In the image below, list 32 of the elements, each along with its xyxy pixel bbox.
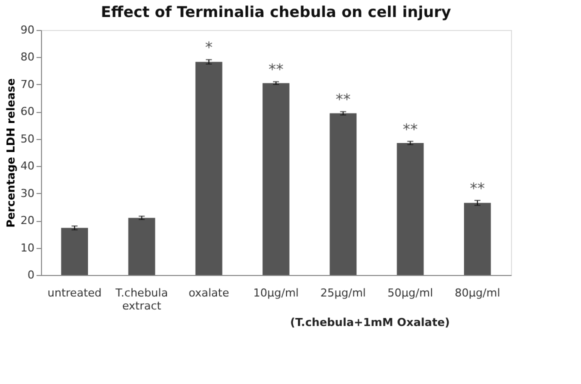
data-label: ** xyxy=(268,60,284,79)
y-tick-label: 60 xyxy=(20,105,34,118)
x-tick-label: 25µg/ml xyxy=(320,286,366,300)
bar xyxy=(330,113,357,275)
chart-title: Effect of Terminalia chebula on cell injury xyxy=(100,3,452,21)
y-tick-label: 0 xyxy=(28,268,34,282)
x-tick-label: 80µg/ml xyxy=(454,286,500,300)
bar xyxy=(61,228,88,275)
y-tick-label: 50 xyxy=(20,132,34,146)
data-label: ** xyxy=(470,179,486,198)
data-label: ** xyxy=(336,90,352,109)
bar xyxy=(262,83,290,275)
y-tick-label: 30 xyxy=(20,186,34,200)
bar xyxy=(396,142,424,275)
x-tick-label: oxalate xyxy=(188,286,230,300)
y-tick-label: 20 xyxy=(20,214,34,228)
text: (T.chebula+1mM Oxalate) xyxy=(290,316,450,329)
bar xyxy=(464,202,491,275)
y-tick-label: 80 xyxy=(20,50,34,64)
y-tick-label: 90 xyxy=(20,24,34,36)
x-tick-label: untreated xyxy=(48,286,102,300)
x-tick-label: 10µg/ml xyxy=(253,286,299,300)
y-tick-label: 10 xyxy=(20,241,34,254)
y-tick-label: 70 xyxy=(20,78,34,91)
x-tick-label: 50µg/ml xyxy=(388,286,434,300)
y-tick-label: 40 xyxy=(20,160,34,173)
y-axis-title: Percentage LDH release xyxy=(4,78,18,228)
data-label: ** xyxy=(402,120,418,138)
bar xyxy=(128,218,156,275)
data-label: * xyxy=(205,38,214,57)
bar xyxy=(195,62,222,275)
x-tick-label: T.chebula extract xyxy=(114,286,168,312)
